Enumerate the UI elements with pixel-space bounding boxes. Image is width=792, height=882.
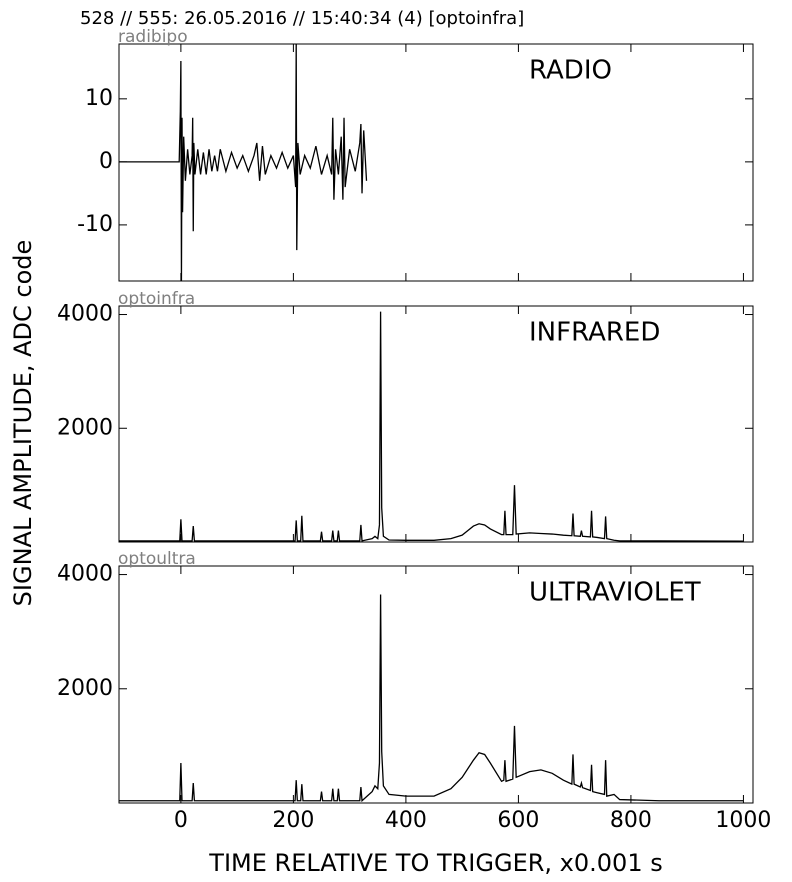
panel-label: optoultra — [118, 549, 196, 569]
panel-annotation: ULTRAVIOLET — [529, 578, 701, 608]
panel-annotation: RADIO — [529, 56, 612, 86]
plot-frame — [118, 43, 754, 282]
plot-frame — [118, 305, 754, 543]
x-tick-label: 600 — [497, 808, 539, 833]
plot-frame — [118, 565, 754, 804]
panel: 2000 4000 0 200 400 600 800 1000 optoultra ULTRAV… — [57, 549, 771, 833]
chart-title: 528 // 555: 26.05.2016 // 15:40:34 (4) [… — [80, 8, 524, 29]
y-tick-label: 4000 — [57, 562, 113, 587]
panel-label: optoinfra — [118, 289, 195, 309]
y-tick-label: -10 — [77, 212, 113, 237]
panel-annotation: INFRARED — [529, 318, 660, 348]
x-tick-label: 0 — [174, 808, 188, 833]
y-tick-label: 4000 — [57, 302, 113, 327]
x-axis-label: TIME RELATIVE TO TRIGGER, x0.001 s — [208, 849, 662, 877]
signal-line — [119, 311, 744, 542]
panel-label: radibipo — [118, 27, 188, 47]
y-tick-label: 0 — [99, 149, 113, 174]
x-tick-label: 1000 — [715, 808, 771, 833]
y-axis-label: SIGNAL AMPLITUDE, ADC code — [9, 240, 37, 607]
signal-line — [119, 44, 368, 281]
panel: -10 0 10 radibipo RADIO — [77, 27, 754, 282]
y-tick-label: 2000 — [57, 415, 113, 440]
y-tick-label: 10 — [85, 86, 113, 111]
x-tick-label: 400 — [385, 808, 427, 833]
x-tick-label: 200 — [272, 808, 314, 833]
y-tick-label: 2000 — [57, 676, 113, 701]
signal-line — [119, 594, 744, 803]
x-tick-label: 800 — [610, 808, 652, 833]
